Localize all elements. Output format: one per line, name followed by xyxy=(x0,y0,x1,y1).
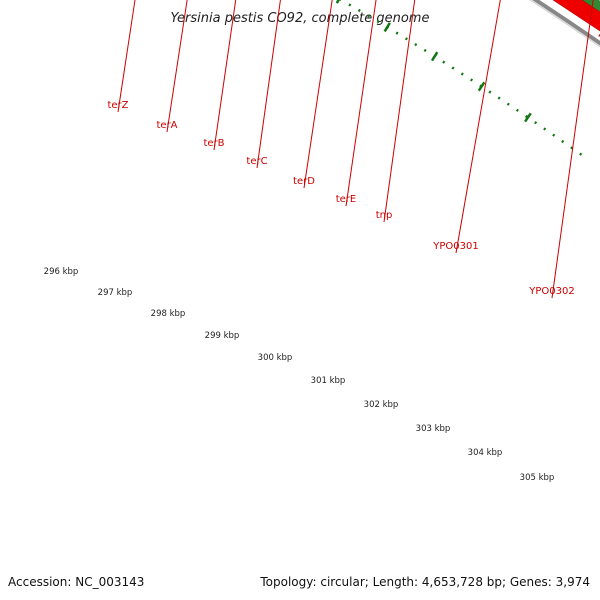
inner-major-tick xyxy=(524,112,532,123)
leader-line-terC xyxy=(256,0,281,169)
inner-major-tick xyxy=(383,22,391,33)
inner-major-tick xyxy=(477,81,486,92)
map-layer: terZ terA terB terC terD terE tnp YPO0301 YPO030… xyxy=(44,0,600,483)
genome-backbone-highlight xyxy=(529,0,600,48)
scale-label-9: 304 kbp xyxy=(468,448,503,458)
gene-label-tnp: tnp xyxy=(376,210,393,221)
gene-label-terE: terE xyxy=(336,194,357,205)
scale-label-8: 303 kbp xyxy=(416,424,451,434)
genome-backbone xyxy=(531,0,600,46)
gene-label-YPO0301: YPO0301 xyxy=(432,241,478,252)
leader-line-terZ xyxy=(117,0,136,113)
inner-major-tick xyxy=(335,0,340,4)
gene-label-terC: terC xyxy=(246,156,267,167)
cds-arrow-9 xyxy=(552,0,600,37)
accession-label: Accession: NC_003143 xyxy=(8,575,144,589)
leader-line-YPO0302 xyxy=(551,0,594,299)
leader-line-terA xyxy=(166,0,188,133)
inner-major-tick xyxy=(430,51,439,62)
scale-label-10: 305 kbp xyxy=(520,473,555,483)
scale-label-2: 297 kbp xyxy=(98,288,133,298)
genome-summary: Topology: circular; Length: 4,653,728 bp… xyxy=(259,575,590,589)
leader-line-tnp xyxy=(383,0,416,223)
gene-YPO0302-inner-band xyxy=(579,0,600,15)
gene-label-terB: terB xyxy=(203,138,224,149)
scale-label-3: 298 kbp xyxy=(151,309,186,319)
leader-line-terE xyxy=(345,0,377,207)
leader-line-terB xyxy=(213,0,237,151)
scale-label-1: 296 kbp xyxy=(44,267,79,277)
scale-label-6: 301 kbp xyxy=(311,376,346,386)
leader-line-YPO0301 xyxy=(455,0,501,254)
gene-label-terA: terA xyxy=(156,120,177,131)
scale-label-7: 302 kbp xyxy=(364,400,399,410)
gene-label-terD: terD xyxy=(293,176,315,187)
map-title: Yersinia pestis CO92, complete genome xyxy=(171,11,430,26)
leader-line-terD xyxy=(303,0,333,189)
scale-label-5: 300 kbp xyxy=(258,353,293,363)
gene-label-terZ: terZ xyxy=(107,100,128,111)
scale-label-4: 299 kbp xyxy=(205,331,240,341)
gene-label-YPO0302: YPO0302 xyxy=(528,286,574,297)
